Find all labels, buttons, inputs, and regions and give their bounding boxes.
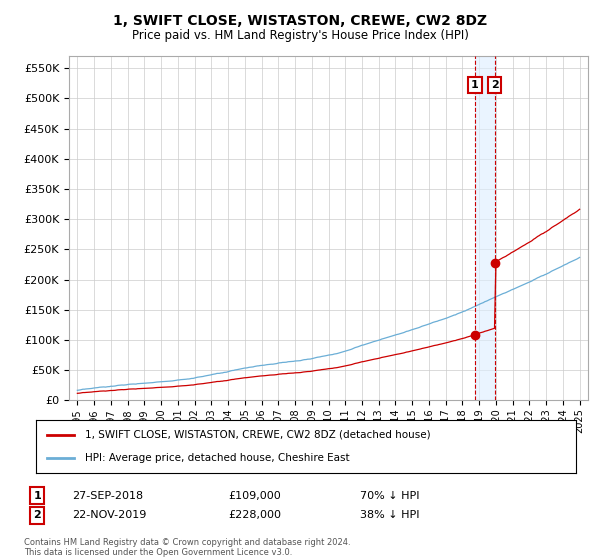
Text: 70% ↓ HPI: 70% ↓ HPI [360, 491, 419, 501]
Text: 2: 2 [34, 510, 41, 520]
Text: £228,000: £228,000 [228, 510, 281, 520]
Text: 38% ↓ HPI: 38% ↓ HPI [360, 510, 419, 520]
Text: HPI: Average price, detached house, Cheshire East: HPI: Average price, detached house, Ches… [85, 453, 349, 463]
Text: 1: 1 [471, 80, 479, 90]
Text: 27-SEP-2018: 27-SEP-2018 [72, 491, 143, 501]
Text: 1, SWIFT CLOSE, WISTASTON, CREWE, CW2 8DZ (detached house): 1, SWIFT CLOSE, WISTASTON, CREWE, CW2 8D… [85, 430, 430, 440]
Text: 1, SWIFT CLOSE, WISTASTON, CREWE, CW2 8DZ: 1, SWIFT CLOSE, WISTASTON, CREWE, CW2 8D… [113, 14, 487, 28]
Bar [475, 56, 494, 400]
Text: Price paid vs. HM Land Registry's House Price Index (HPI): Price paid vs. HM Land Registry's House … [131, 29, 469, 42]
Text: Contains HM Land Registry data © Crown copyright and database right 2024.
This d: Contains HM Land Registry data © Crown c… [24, 538, 350, 557]
Text: 22-NOV-2019: 22-NOV-2019 [72, 510, 146, 520]
Text: £109,000: £109,000 [228, 491, 281, 501]
Text: 1: 1 [34, 491, 41, 501]
Text: 2: 2 [491, 80, 499, 90]
